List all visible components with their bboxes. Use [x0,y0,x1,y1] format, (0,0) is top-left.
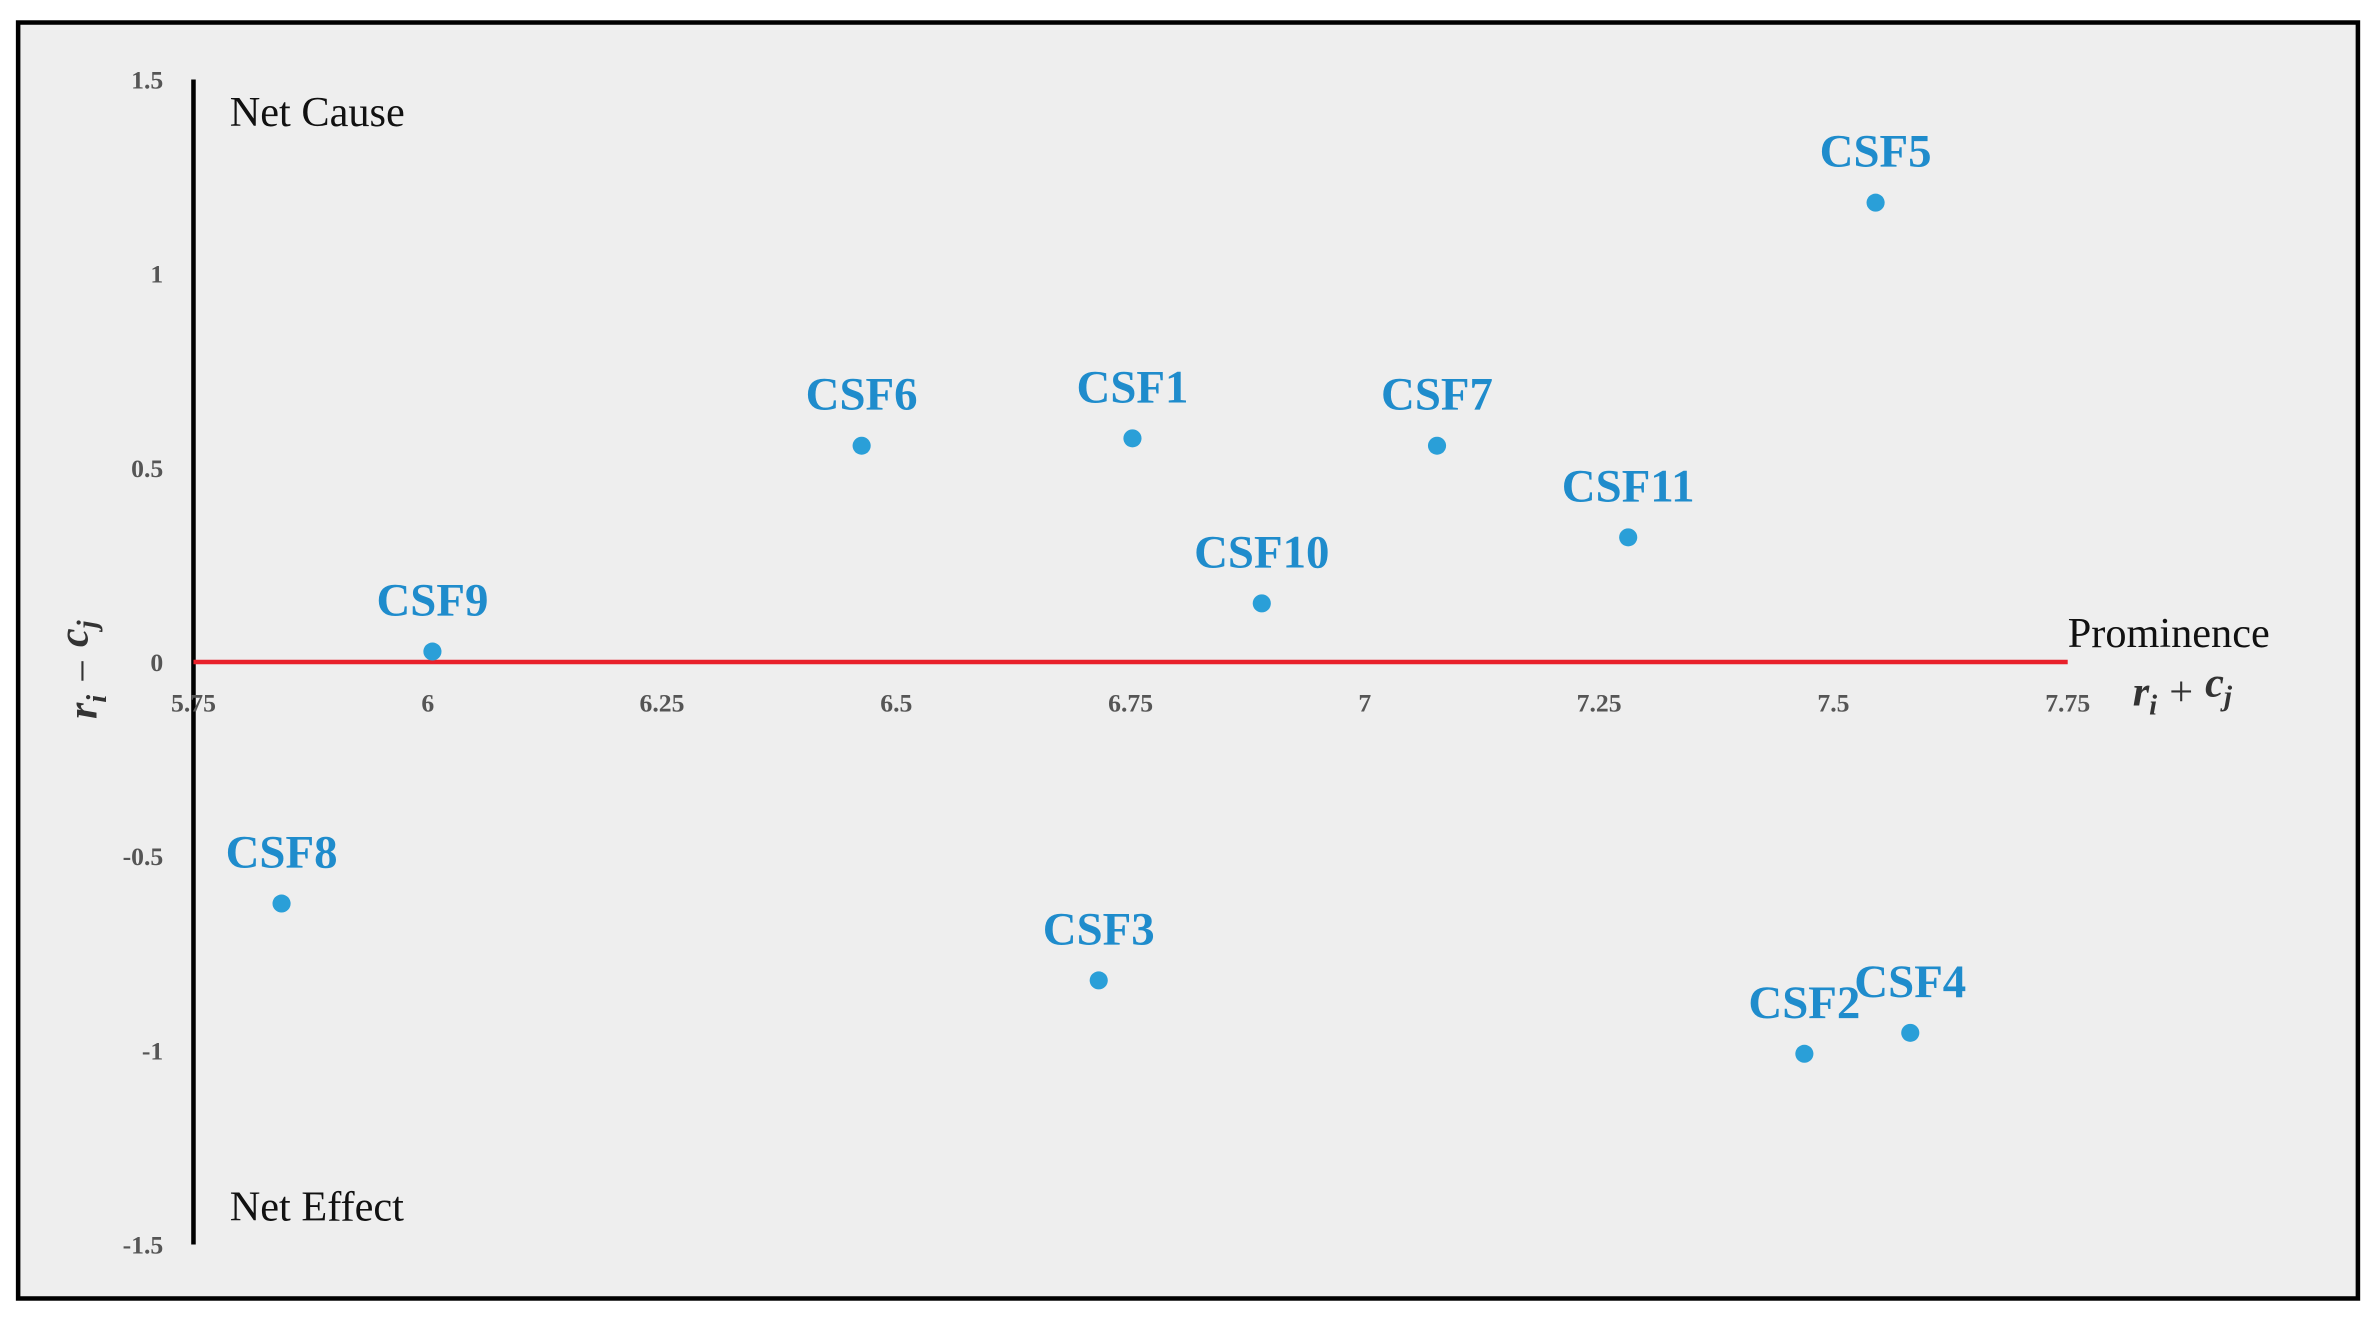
axis-label: ri−cj [51,619,113,719]
annotation: Net Cause [230,89,405,136]
y-tick-label: -0.5 [123,842,164,871]
point-label: CSF4 [1854,956,1966,1008]
point-label: CSF3 [1043,904,1155,956]
x-tick-label: 6.75 [1108,689,1153,718]
data-point [1252,594,1271,613]
axis-label: ri + cj [2133,660,2233,722]
data-point [423,642,442,661]
y-tick-label: -1 [142,1036,163,1065]
data-point [272,894,291,913]
point-label: CSF9 [376,575,488,627]
annotation: Net Effect [230,1184,404,1231]
axis-label-part: i [81,695,113,703]
data-point [1123,429,1142,448]
y-tick-label: 0 [150,648,163,677]
data-point [852,436,871,455]
x-tick-label: 7.5 [1817,689,1849,718]
point-label: CSF1 [1076,361,1188,413]
axis-label-part: c [51,628,98,647]
axis-label-part: r [60,702,107,719]
data-point [1619,528,1638,547]
annotation: Prominence [2068,610,2270,657]
y-tick-label: 1 [150,260,163,289]
x-tick-label: 7.75 [2045,689,2090,718]
x-tick-label: 7 [1358,689,1371,718]
x-tick-label: 6 [421,689,434,718]
x-tick-label: 7.25 [1577,689,1622,718]
x-tick-label: 6.25 [640,689,685,718]
point-label: CSF2 [1748,977,1860,1029]
point-label: CSF6 [806,369,918,421]
data-point [1089,971,1108,990]
x-tick-label: 5.75 [171,689,216,718]
axis-label-part: r [2133,669,2150,716]
data-point [1901,1023,1920,1042]
point-label: CSF11 [1562,460,1695,512]
data-point [1427,436,1447,455]
x-tick-label: 6.5 [880,689,912,718]
axis-label-part: i [2149,690,2157,722]
axis-label-part: − [60,659,107,683]
data-point [1866,193,1885,212]
point-label: CSF5 [1820,126,1932,178]
y-tick-label: 1.5 [131,66,163,95]
axis-label-part: c [2205,660,2224,707]
y-tick-label: 0.5 [131,454,163,483]
data-point [1795,1044,1814,1063]
y-tick-label: -1.5 [123,1231,164,1260]
point-label: CSF7 [1381,369,1493,421]
point-label: CSF8 [226,827,338,879]
point-label: CSF10 [1194,526,1329,578]
axis-label-part: j [2220,681,2233,713]
axis-label-part: + [2169,669,2193,716]
